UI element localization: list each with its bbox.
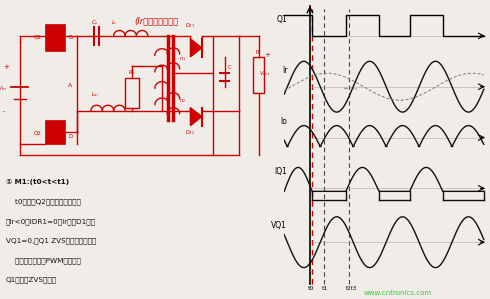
Text: VQ1=0,为Q1 ZVS开通创造条件。: VQ1=0,为Q1 ZVS开通创造条件。	[6, 238, 96, 244]
Text: C: C	[227, 65, 231, 70]
Text: $L_r$: $L_r$	[111, 18, 118, 27]
Text: Q2: Q2	[34, 131, 42, 135]
Text: t0时刻，Q2恰好关断，谐振电: t0时刻，Q2恰好关断，谐振电	[6, 199, 80, 205]
Text: $n_2$: $n_2$	[179, 97, 186, 105]
Text: $C_s$: $C_s$	[91, 18, 98, 27]
Text: Ir: Ir	[282, 66, 287, 75]
Text: t1: t1	[322, 286, 328, 291]
Text: $\leftarrow I_{Lm}$: $\leftarrow I_{Lm}$	[342, 84, 358, 93]
Text: ① M1:(t0<t<t1): ① M1:(t0<t<t1)	[6, 179, 69, 185]
Text: $L_m$: $L_m$	[91, 90, 99, 99]
Text: $V_{out}$: $V_{out}$	[259, 69, 270, 78]
Text: Io: Io	[280, 117, 287, 126]
Text: www.cntronics.com: www.cntronics.com	[363, 290, 432, 296]
Text: $D_{R2}$: $D_{R2}$	[185, 129, 195, 138]
Polygon shape	[191, 39, 202, 57]
Text: $D_{R1}$: $D_{R1}$	[185, 21, 195, 30]
Text: $R_p$: $R_p$	[128, 68, 136, 79]
Bar	[46, 24, 65, 51]
Text: R: R	[256, 50, 260, 55]
Text: +: +	[264, 52, 270, 58]
Bar	[125, 78, 139, 108]
Text: D₁: D₁	[68, 35, 74, 40]
Text: 流Ir<0，IDR1=0。Ir流经D1，使: 流Ir<0，IDR1=0。Ir流经D1，使	[6, 218, 96, 225]
Text: -: -	[3, 109, 5, 115]
Bar	[46, 120, 65, 144]
Text: (Ir从左向右为正）: (Ir从左向右为正）	[134, 16, 178, 25]
Text: +: +	[3, 64, 9, 70]
Text: t2t3: t2t3	[345, 286, 357, 291]
Text: VQ1: VQ1	[271, 221, 287, 230]
Text: IQ1: IQ1	[274, 167, 287, 176]
Bar	[253, 57, 264, 93]
Text: Q1: Q1	[34, 35, 42, 40]
Text: $n_1$: $n_1$	[179, 55, 186, 63]
Text: Q1上使其ZVS开通。: Q1上使其ZVS开通。	[6, 277, 57, 283]
Text: A: A	[68, 83, 73, 88]
Text: $V_{in}$: $V_{in}$	[0, 84, 7, 93]
Text: t0: t0	[308, 286, 314, 291]
Polygon shape	[191, 108, 202, 126]
Text: 在这个过程中，PWM信号加在: 在这个过程中，PWM信号加在	[6, 257, 80, 264]
Text: Q1: Q1	[277, 15, 287, 24]
Text: D₂: D₂	[68, 134, 74, 138]
